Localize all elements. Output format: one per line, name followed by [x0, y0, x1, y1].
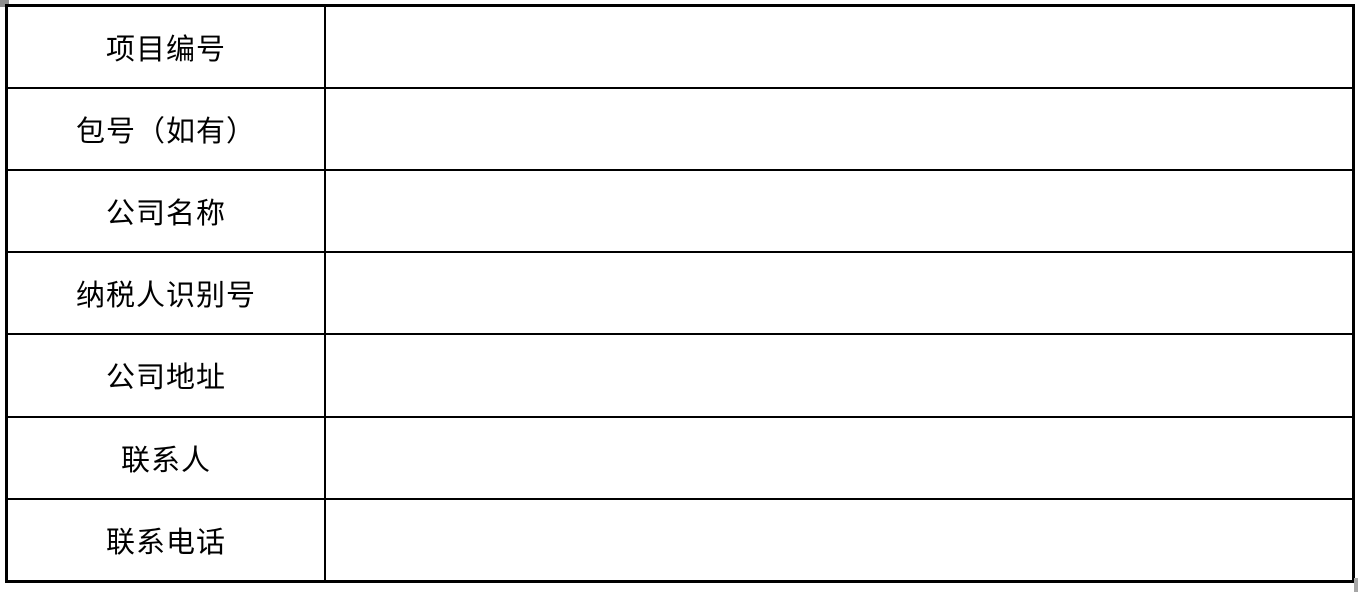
table-row: 纳税人识别号 [5, 251, 1355, 336]
table-row: 公司名称 [5, 169, 1355, 254]
table-row: 公司地址 [5, 333, 1355, 418]
row-label-contact-person: 联系人 [5, 415, 326, 500]
row-value-contact-person[interactable] [324, 415, 1355, 500]
row-label-package-number: 包号（如有） [5, 87, 326, 172]
row-value-contact-phone[interactable] [324, 497, 1355, 583]
row-value-package-number[interactable] [324, 87, 1355, 172]
table-row: 包号（如有） [5, 87, 1355, 172]
row-label-contact-phone: 联系电话 [5, 497, 326, 583]
row-value-taxpayer-id[interactable] [324, 251, 1355, 336]
project-info-form-table: 项目编号 包号（如有） 公司名称 纳税人识别号 公司地址 联系人 [5, 4, 1355, 583]
table-row: 项目编号 [5, 4, 1355, 90]
row-value-company-name[interactable] [324, 169, 1355, 254]
row-label-taxpayer-id: 纳税人识别号 [5, 251, 326, 336]
table-row: 联系电话 [5, 497, 1355, 583]
table-row: 联系人 [5, 415, 1355, 500]
row-value-company-address[interactable] [324, 333, 1355, 418]
row-label-company-address: 公司地址 [5, 333, 326, 418]
row-value-project-number[interactable] [324, 4, 1355, 90]
row-label-company-name: 公司名称 [5, 169, 326, 254]
row-label-project-number: 项目编号 [5, 4, 326, 90]
scan-edge-artifact [0, 0, 9, 7]
scan-edge-artifact [1354, 578, 1358, 592]
